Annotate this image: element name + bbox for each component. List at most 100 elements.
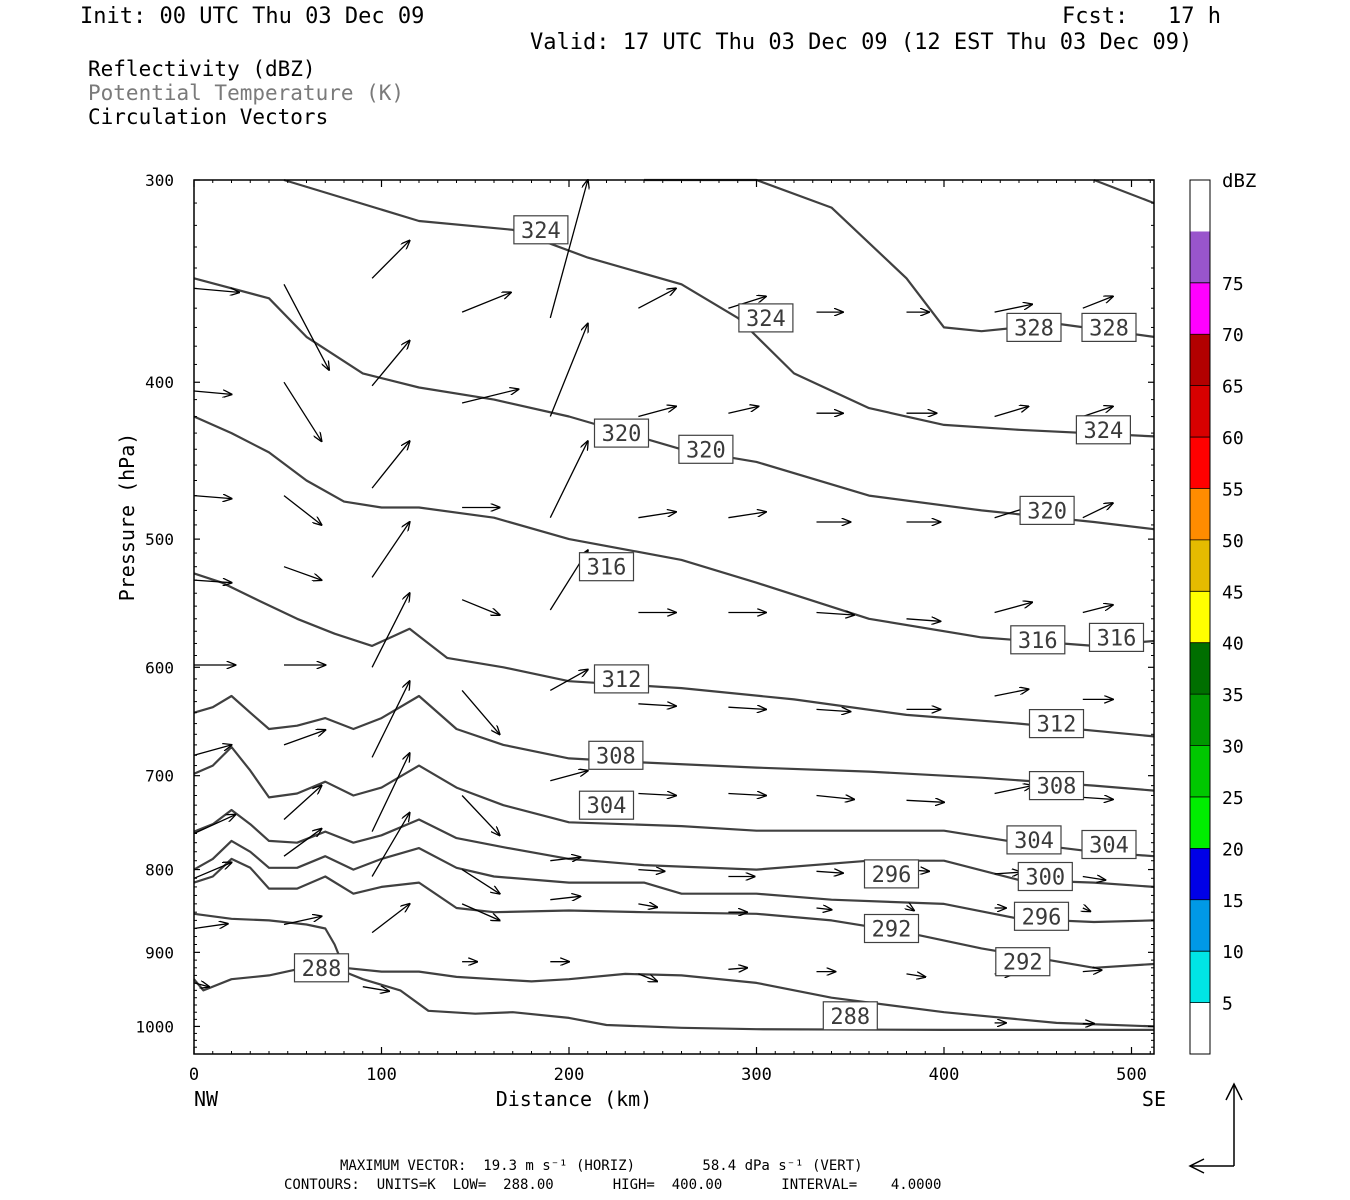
colorbar-segment: [1190, 488, 1210, 540]
colorbar-label: 5: [1222, 994, 1233, 1015]
circulation-vector: [994, 872, 1021, 874]
circulation-vector: [1082, 296, 1113, 309]
contour-label-box: [1075, 415, 1132, 445]
circulation-vector: [638, 704, 676, 706]
isentrope-324: [283, 178, 1155, 438]
circulation-vector: [283, 786, 322, 820]
x-tick-label: 300: [741, 1065, 772, 1085]
y-tick-label: 1000: [135, 1017, 174, 1036]
x-tick-label: 200: [554, 1065, 585, 1085]
circulation-vector: [906, 619, 941, 622]
circulation-vector: [283, 283, 329, 370]
contour-label-box: [1017, 861, 1073, 892]
circulation-vector: [550, 896, 580, 899]
colorbar-segment: [1190, 642, 1210, 695]
contour-label: 308: [596, 744, 636, 769]
contour-label-box: [1028, 770, 1085, 801]
circulation-vector: [193, 391, 232, 394]
contour-label-box: [513, 215, 569, 245]
isentrope-332: [1093, 178, 1155, 205]
isentrope-288: [193, 968, 1154, 1031]
colorbar-label: 65: [1222, 377, 1244, 398]
contour-label: 300: [1025, 866, 1065, 891]
contour-label: 312: [1037, 713, 1077, 738]
circulation-vector: [728, 512, 766, 519]
circulation-vector: [193, 580, 232, 583]
contour-label-box: [863, 859, 920, 889]
colorbar-segment: [1190, 591, 1210, 643]
circulation-vector: [371, 813, 410, 877]
contour-label: 328: [1014, 316, 1054, 341]
circulation-vector: [371, 753, 410, 832]
colorbar-segment: [1190, 796, 1210, 849]
contour-label: 292: [1003, 951, 1043, 976]
circulation-vector: [371, 681, 410, 758]
isentrope-316: [193, 415, 1155, 647]
contour-label-box: [593, 418, 650, 448]
circulation-vector: [371, 241, 410, 279]
circulation-vector: [362, 987, 389, 991]
x-tick-label: 0: [189, 1065, 199, 1085]
circulation-vector: [994, 689, 1029, 697]
circulation-vector: [193, 863, 232, 879]
reference-vector: [1188, 1082, 1243, 1174]
circulation-vector: [1082, 877, 1106, 881]
contour-label: 296: [872, 863, 912, 888]
circulation-vector: [638, 406, 676, 418]
circulation-vector: [906, 974, 926, 977]
x-tick-label: 500: [1116, 1065, 1147, 1085]
y-tick-label: 300: [145, 171, 174, 190]
contour-label-box: [678, 434, 734, 464]
colorbar-label: 60: [1222, 428, 1244, 449]
circulation-vector: [1082, 970, 1102, 972]
isentrope-320: [193, 277, 1155, 531]
colorbar-segment: [1190, 951, 1210, 1003]
y-tick-label: 600: [145, 658, 174, 677]
contour-label: 304: [1089, 834, 1129, 859]
circulation-vector: [550, 857, 580, 861]
max-vector-note: MAXIMUM VECTOR: 19.3 m s⁻¹ (HORIZ) 58.4 …: [340, 1158, 863, 1174]
y-tick-label: 700: [145, 767, 174, 786]
y-tick-label: 400: [145, 373, 174, 392]
colorbar-label: 40: [1222, 634, 1244, 655]
init-time: Init: 00 UTC Thu 03 Dec 09: [80, 4, 425, 29]
circulation-vector: [816, 796, 855, 800]
circulation-vector: [461, 903, 500, 921]
colorbar-segment: [1190, 539, 1210, 592]
contour-label: 308: [1037, 775, 1077, 800]
x-tick-label: 400: [929, 1065, 960, 1085]
circulation-vector: [1082, 605, 1113, 614]
contour-label-box: [1088, 622, 1145, 653]
colorbar-segment: [1190, 694, 1210, 746]
contour-label-box: [1010, 625, 1066, 655]
isentrope-308: [193, 694, 1155, 792]
isentrope-312: [193, 572, 1155, 738]
circulation-vector: [193, 924, 228, 930]
circulation-vector: [816, 709, 851, 711]
plot-frame: [193, 179, 1155, 1055]
contour-label: 320: [686, 438, 726, 463]
circulation-vector: [638, 288, 676, 309]
contour-label-box: [1081, 829, 1137, 860]
contour-label-box: [863, 913, 920, 944]
y-tick-label: 900: [145, 943, 174, 962]
contour-label-box: [1028, 708, 1085, 739]
nw-endpoint-label: NW: [194, 1087, 219, 1111]
forecast-hour: Fcst: 17 h: [1062, 4, 1221, 29]
legend-reflectivity: Reflectivity (dBZ): [88, 57, 316, 81]
circulation-vector: [283, 829, 322, 857]
contour-label: 324: [746, 307, 786, 332]
circulation-vector: [371, 341, 410, 387]
colorbar-segment: [1190, 437, 1210, 489]
circulation-vector: [638, 794, 676, 796]
circulation-vector: [728, 406, 758, 414]
colorbar-segment: [1190, 385, 1210, 438]
legend-potential-temperature: Potential Temperature (K): [88, 81, 405, 105]
circulation-vector: [994, 304, 1033, 313]
contour-info: CONTOURS: UNITS=K LOW= 288.00 HIGH= 400.…: [284, 1177, 942, 1193]
contour-label: 324: [1084, 419, 1124, 444]
circulation-vector: [461, 292, 511, 313]
contour-label: 304: [587, 794, 627, 819]
colorbar-frame: [1189, 179, 1211, 1055]
contour-label-box: [578, 552, 635, 582]
